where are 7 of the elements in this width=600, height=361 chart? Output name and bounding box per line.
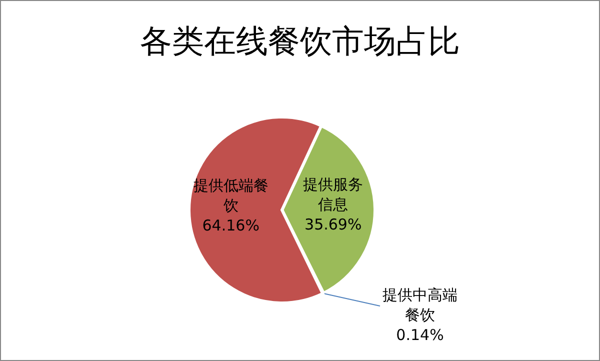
data-label: 64.16%	[202, 216, 260, 234]
slice-label: 提供服务信息	[303, 175, 364, 214]
slice-label: 提供低端餐饮	[193, 176, 268, 214]
data-label: 35.69%	[304, 215, 362, 234]
data-label: 0.14%	[396, 326, 444, 344]
slice-label: 提供中高端餐饮	[382, 286, 458, 324]
chart-title: 各类在线餐饮市场占比	[140, 22, 460, 60]
